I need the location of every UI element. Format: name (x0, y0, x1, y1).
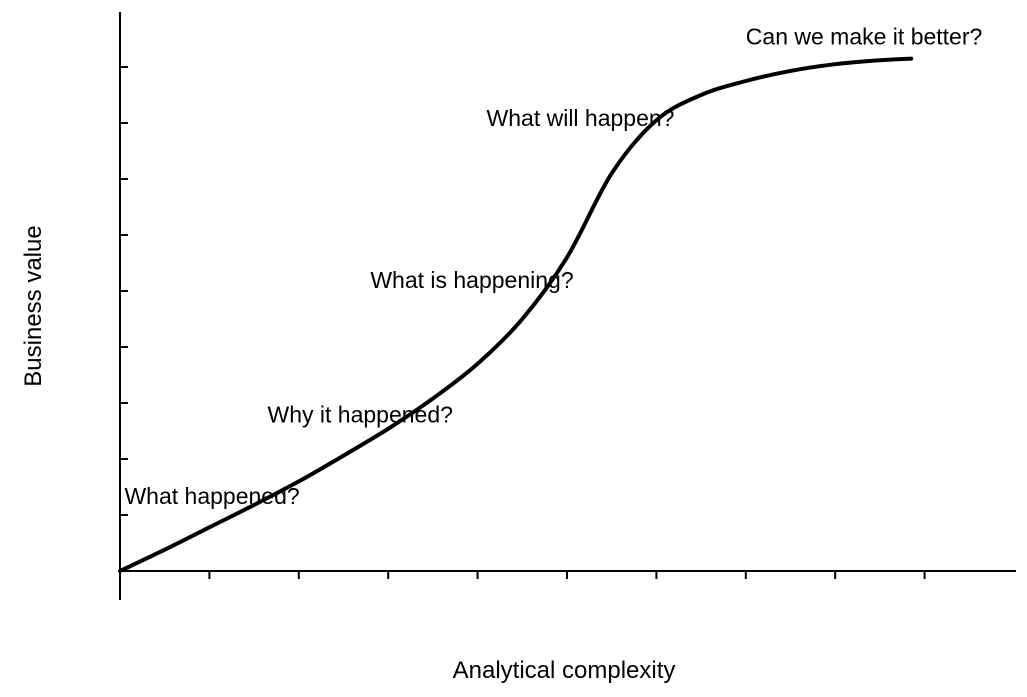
annotation-label: What is happening? (370, 267, 573, 293)
annotation-label: Why it happened? (268, 402, 453, 428)
x-axis-label: Analytical complexity (453, 657, 676, 684)
annotation-label: What will happen? (487, 105, 675, 131)
business-value-curve (118, 56, 914, 573)
annotation-label: What happened? (124, 483, 299, 509)
annotation-label: Can we make it better? (746, 24, 983, 50)
y-axis-label: Business value (20, 225, 47, 386)
chart-annotations: What happened? Why it happened? What is ha… (124, 24, 982, 509)
chart-ticks (120, 66, 926, 579)
chart-axes (119, 12, 1016, 600)
